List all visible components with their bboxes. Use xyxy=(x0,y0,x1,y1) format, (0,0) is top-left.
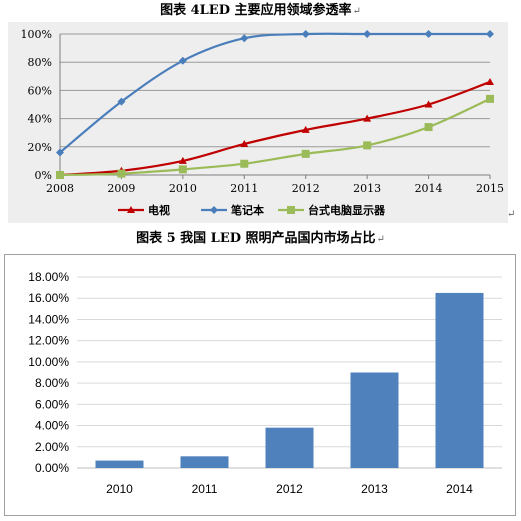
chart1-caption: 图表 4LED 主要应用领域参透率↵ xyxy=(0,2,521,21)
bar xyxy=(435,292,484,468)
y-tick-label: 16.00% xyxy=(28,291,69,305)
x-tick-label: 2008 xyxy=(46,182,74,195)
series xyxy=(56,30,494,157)
y-tick-label: 0.00% xyxy=(35,461,69,475)
data-point xyxy=(178,165,187,174)
y-tick-label: 2.00% xyxy=(35,440,69,454)
bar xyxy=(350,372,399,468)
line-chart: 0% 20% 40% 60% 80% 100% 2008 2009 2010 2011 2012 20… xyxy=(8,22,508,223)
y-tick-label: 20% xyxy=(28,141,52,154)
y-tick-label: 18.00% xyxy=(28,270,69,284)
data-point xyxy=(117,97,126,106)
data-point xyxy=(56,148,64,157)
data-point xyxy=(363,141,372,150)
y-tick-label: 100% xyxy=(21,28,52,41)
y-tick-label: 40% xyxy=(28,113,52,126)
data-point xyxy=(240,159,249,168)
data-point xyxy=(424,30,433,38)
data-point xyxy=(363,114,372,122)
data-point xyxy=(301,125,310,133)
data-point xyxy=(363,30,372,38)
x-tick-label: 2010 xyxy=(169,182,197,195)
bar xyxy=(265,427,314,468)
bar xyxy=(180,456,229,468)
data-point xyxy=(178,156,187,164)
y-tick-label: 8.00% xyxy=(35,376,69,390)
x-tick-label: 2014 xyxy=(415,182,443,195)
data-point xyxy=(178,56,187,65)
paragraph-mark-icon: ↵ xyxy=(352,6,361,17)
paragraph-mark-icon: ↵ xyxy=(376,234,385,245)
paragraph-mark-icon: ↵ xyxy=(507,209,516,220)
legend-entry: 笔记本 xyxy=(201,203,264,217)
x-tick-label: 2013 xyxy=(353,182,381,195)
y-tick-label: 10.00% xyxy=(28,355,69,369)
legend-entry: 台式电脑显示器 xyxy=(278,203,386,217)
x-tick-label: 2012 xyxy=(292,182,320,195)
legend-label: 台式电脑显示器 xyxy=(308,203,386,217)
data-point xyxy=(301,149,310,158)
y-tick-label: 12.00% xyxy=(28,334,69,348)
data-point xyxy=(486,30,494,38)
series-line xyxy=(59,32,490,154)
y-tick-label: 4.00% xyxy=(35,419,69,433)
chart1-caption-text: 图表 4LED 主要应用领域参透率 xyxy=(160,3,352,18)
legend-label: 电视 xyxy=(148,203,170,217)
y-tick-label: 6.00% xyxy=(35,397,69,411)
chart2-caption-text: 图表 5 我国 LED 照明产品国内市场占比 xyxy=(136,231,376,246)
data-point xyxy=(486,77,494,85)
x-tick-label: 2014 xyxy=(446,482,473,496)
y-tick-label: 14.00% xyxy=(28,312,69,326)
x-tick-label: 2011 xyxy=(192,482,218,496)
legend-label: 笔记本 xyxy=(231,203,264,217)
x-tick-label: 2009 xyxy=(107,182,135,195)
x-tick-label: 2012 xyxy=(276,482,303,496)
y-tick-label: 80% xyxy=(28,56,52,69)
bar xyxy=(95,460,144,468)
data-point xyxy=(127,206,135,213)
data-point xyxy=(117,169,126,178)
chart2-caption: 图表 5 我国 LED 照明产品国内市场占比↵ xyxy=(0,230,521,249)
bar-chart: 0.00% 2.00% 4.00% 6.00% 8.00% 10.00% 12.00% 14.… xyxy=(4,254,516,516)
x-tick-label: 2011 xyxy=(230,182,258,195)
data-point xyxy=(210,206,218,214)
data-point xyxy=(287,206,295,214)
x-tick-label: 2010 xyxy=(106,482,133,496)
y-tick-label: 60% xyxy=(28,84,52,97)
x-tick-label: 2015 xyxy=(476,182,504,195)
data-point xyxy=(240,139,249,147)
legend-entry: 电视 xyxy=(118,203,170,217)
data-point xyxy=(301,30,310,38)
data-point xyxy=(240,34,249,43)
data-point xyxy=(56,171,64,179)
data-point xyxy=(486,94,494,103)
y-tick-label: 0% xyxy=(35,169,52,182)
data-point xyxy=(424,100,433,108)
series xyxy=(56,94,494,179)
x-tick-label: 2013 xyxy=(361,482,388,496)
data-point xyxy=(424,123,433,132)
